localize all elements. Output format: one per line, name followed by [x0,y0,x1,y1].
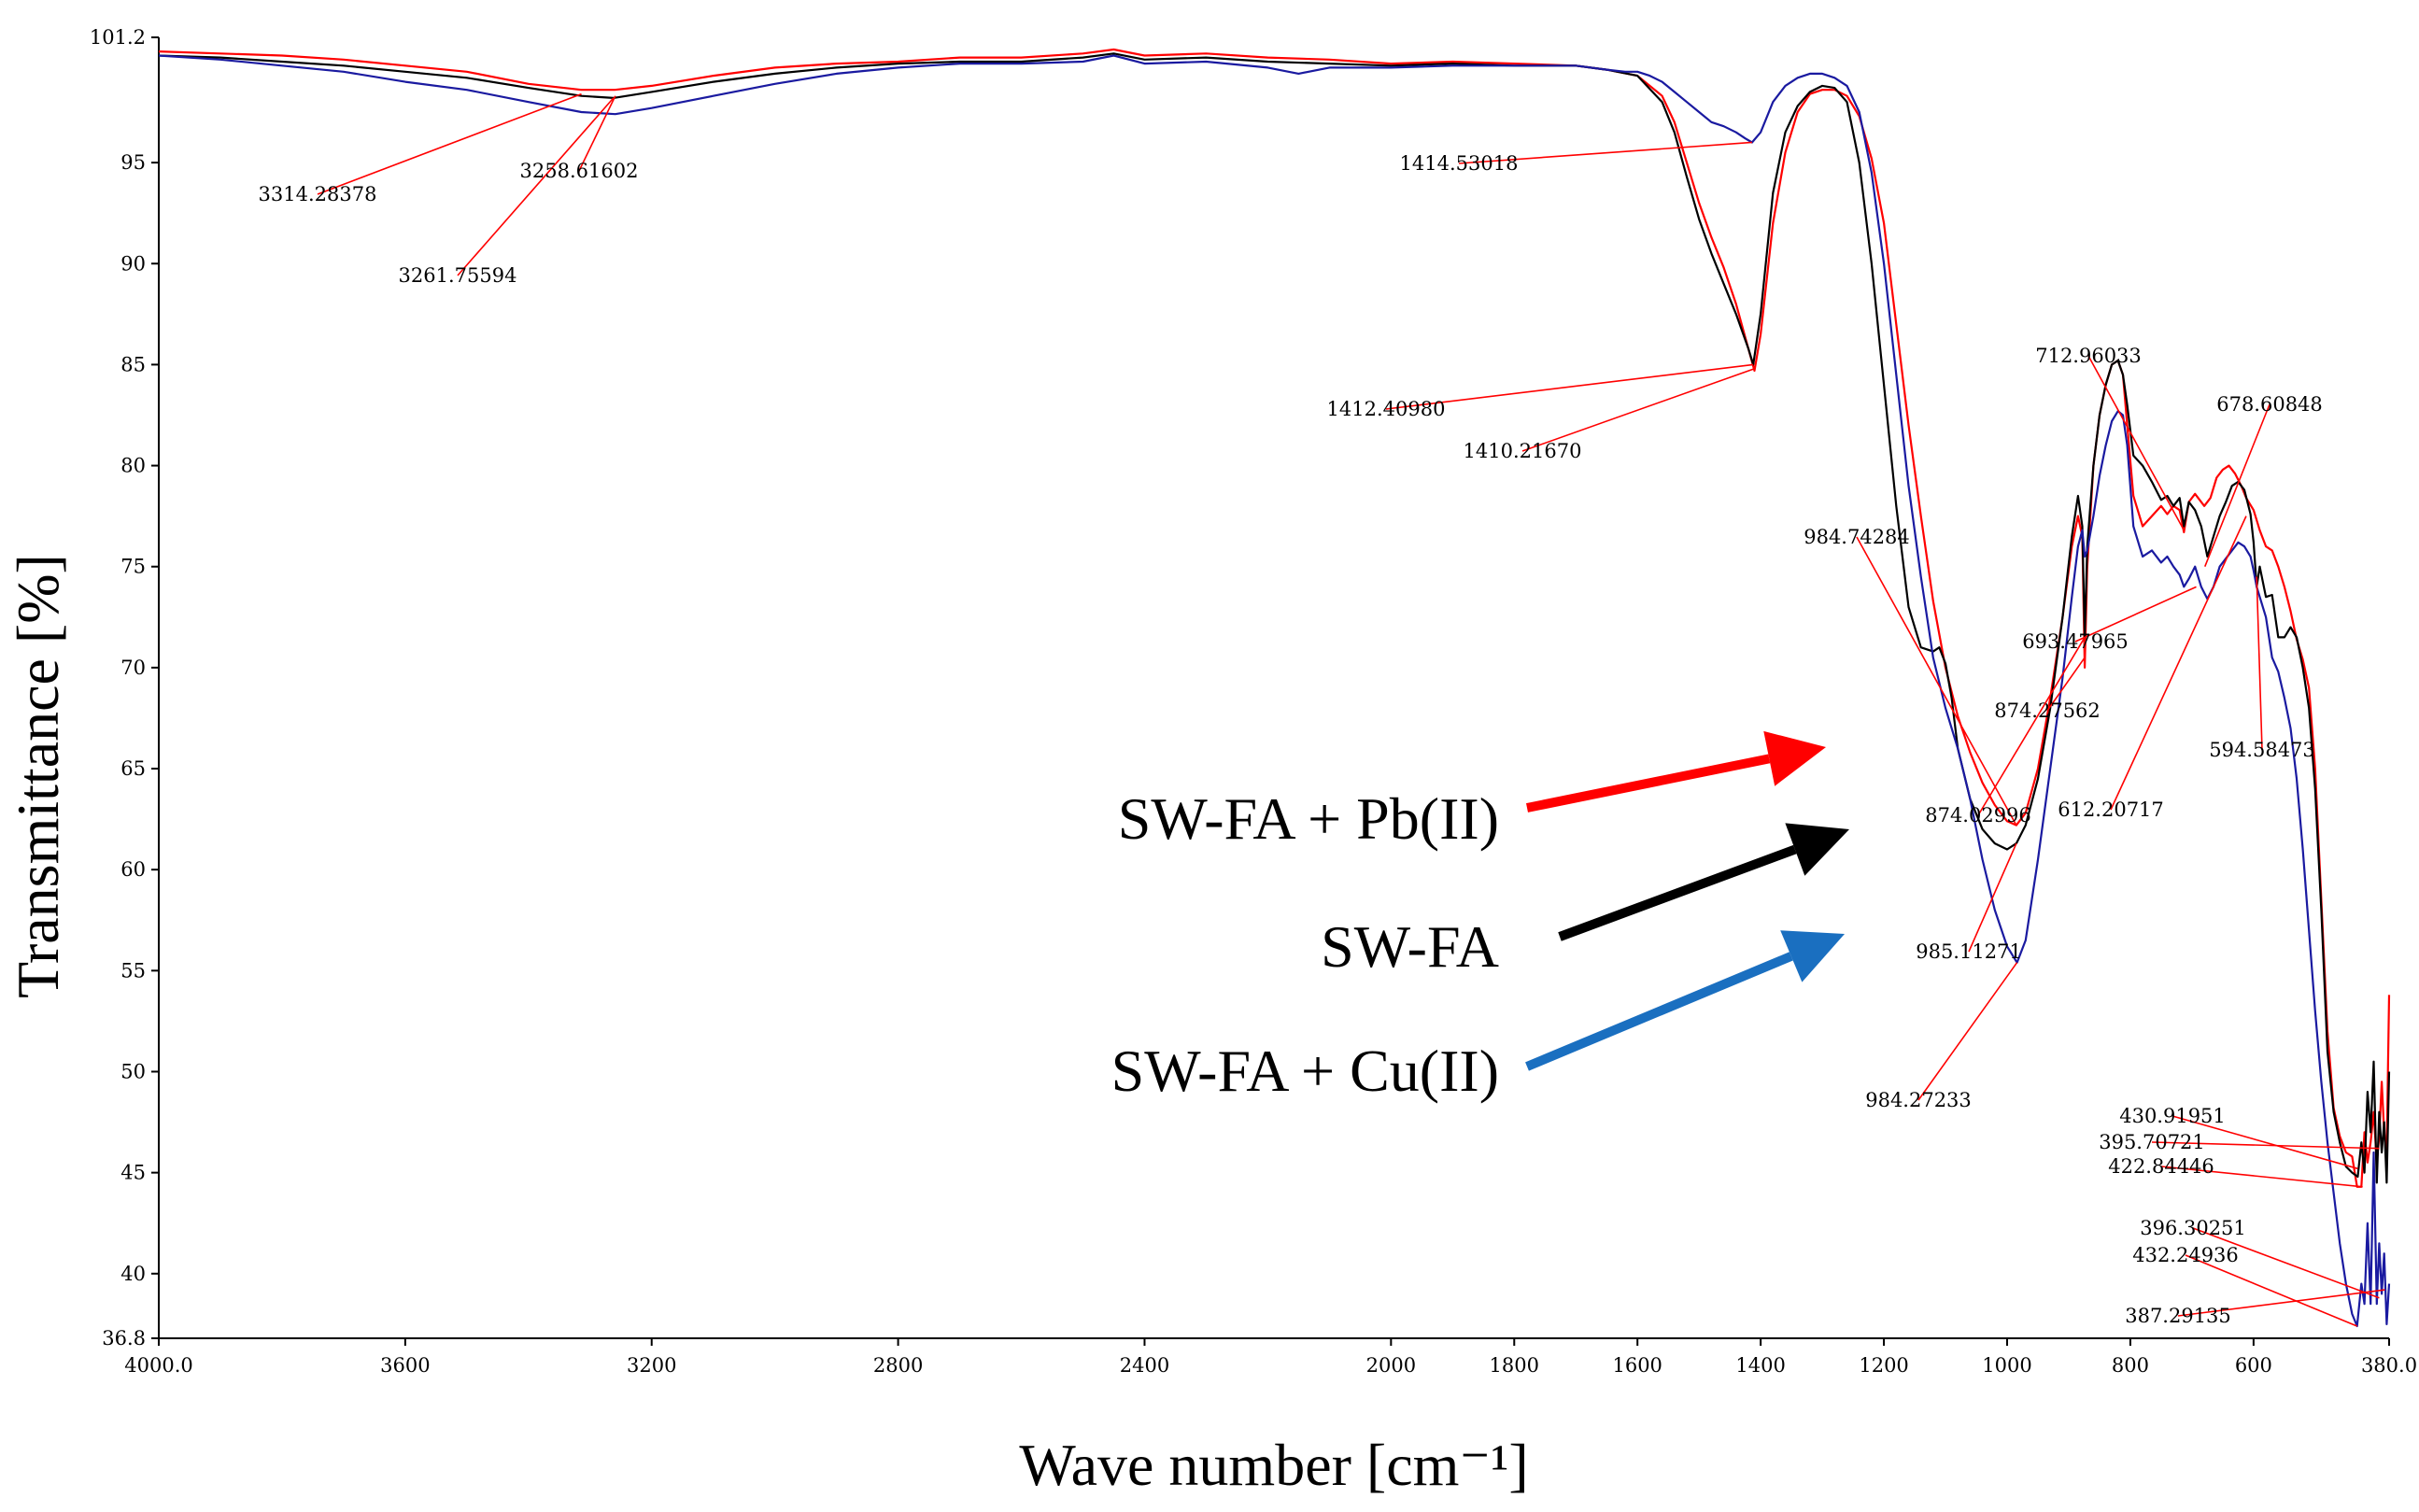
x-tick-label: 1200 [1859,1354,1908,1377]
peak-annotation-label: 387.29135 [2125,1305,2231,1327]
legend-arrow-head [1785,823,1849,876]
series-cu-line [158,54,2391,1328]
legend-label: SW-FA + Pb(II) [1118,785,1499,852]
annotation-leader [1856,536,2017,826]
peak-annotation-label: 3258.61602 [520,160,639,182]
legend-arrow-head [1763,730,1826,786]
peak-annotation-label: 432.24936 [2132,1244,2239,1266]
peak-annotation-label: 3314.28378 [259,183,377,205]
y-tick-label: 65 [120,757,146,780]
y-tick-label: 70 [120,657,146,679]
x-tick-label: 380.0 [2361,1354,2417,1377]
series-swfa-line [158,52,2391,1184]
annotation-leader [2256,576,2263,751]
legend-arrow-shaft [1526,754,1771,813]
annotation-leader [2177,1289,2385,1317]
annotation-leader [2192,1227,2380,1299]
y-tick-label: 85 [120,353,146,375]
y-tick-label: 95 [120,151,146,174]
annotation-leader [1385,363,1754,410]
peak-annotation-label: 984.74284 [1804,526,1910,548]
annotation-leader [2110,516,2247,811]
annotation-leader [2074,586,2197,643]
y-ticks: 101.2 95 90 85 80 75 70 65 60 55 50 45 40 36.8 [90,26,159,1349]
y-tick-label: 50 [120,1060,146,1082]
annotation-leader [457,97,615,276]
peak-annotation-label: 396.30251 [2140,1217,2246,1239]
y-tick-label: 80 [120,455,146,477]
peak-annotation-label: 984.27233 [1865,1089,1972,1111]
x-tick-label: 800 [2112,1354,2149,1377]
peak-annotation-label: 395.70721 [2099,1131,2205,1153]
y-tick-label: 60 [120,858,146,881]
peak-annotation-label: 1412.40980 [1327,398,1446,420]
x-tick-label: 1800 [1490,1354,1539,1377]
annotation-leader [2046,657,2086,712]
x-tick-label: 1600 [1612,1354,1662,1377]
annotation-leader [1968,842,2017,953]
peak-annotation-label: 594.58473 [2209,739,2315,761]
y-tick-label: 101.2 [90,26,146,49]
x-tick-label: 600 [2235,1354,2272,1377]
annotation-leader [1458,141,1752,164]
legend-arrow-shaft [1558,844,1797,941]
x-tick-label: 2400 [1120,1354,1169,1377]
y-tick-label: 55 [120,959,146,982]
peak-annotation-label: 874.02996 [1925,804,2031,827]
annotation-leader [2151,1141,2380,1150]
legend-layer: SW-FA + Pb(II) SW-FA SW-FA + Cu(II) [1111,730,1849,1104]
peak-annotation-label: 612.20717 [2058,798,2164,821]
annotation-leader [2204,403,2270,568]
annotation-leader [578,95,616,172]
annotation-leader [2087,355,2186,531]
x-tick-label: 2800 [873,1354,923,1377]
x-tick-label: 3200 [627,1354,676,1377]
peak-annotation-label: 1414.53018 [1400,152,1519,175]
peak-annotation-label: 3261.75594 [399,264,517,287]
x-ticks: 4000.0 3600 3200 2800 2400 2000 1800 1600 1400 12… [124,1338,2417,1377]
y-tick-label: 45 [120,1162,146,1184]
x-tick-label: 1400 [1735,1354,1785,1377]
x-tick-label: 1000 [1982,1354,2031,1377]
peak-annotation-label: 693.47965 [2022,630,2129,653]
peak-annotation-label: 422.84446 [2108,1155,2214,1178]
y-tick-label: 90 [120,252,146,275]
y-tick-label: 36.8 [102,1327,146,1349]
annotation-leader [2171,1115,2358,1170]
peak-annotation-label: 430.91951 [2119,1105,2226,1127]
annotation-leader [1521,367,1755,452]
peak-annotation-label: 1410.21670 [1464,440,1582,462]
peak-annotation-label: 874.27562 [1994,699,2101,722]
peak-annotation-label: 678.60848 [2216,393,2323,416]
x-tick-label: 2000 [1366,1354,1416,1377]
series-layer [158,48,2391,1328]
legend-arrow-head [1780,930,1845,982]
x-tick-label: 4000.0 [124,1354,192,1377]
annotation-leader [1917,962,2018,1101]
x-axis-title: Wave number [cm⁻¹] [1019,1432,1528,1498]
y-axis-title: Transmittance [%] [5,554,71,998]
plot-frame [158,37,2389,1339]
legend-label: SW-FA [1321,913,1499,980]
peak-annotation-label: 712.96033 [2035,345,2142,367]
y-tick-label: 40 [120,1263,146,1285]
annotation-layer: 3314.28378 3261.75594 3258.61602 1414.53018… [259,92,2385,1327]
series-pb-line [158,48,2391,1188]
y-tick-label: 75 [120,556,146,578]
legend-label: SW-FA + Cu(II) [1111,1038,1499,1104]
annotation-leader [1977,637,2086,816]
annotation-leader [2160,1166,2363,1188]
peak-annotation-label: 985.11271 [1916,940,2022,963]
annotation-leader [2185,1254,2358,1327]
legend-arrow-shaft [1525,952,1793,1071]
annotation-leader [317,92,582,195]
x-tick-label: 3600 [380,1354,430,1377]
